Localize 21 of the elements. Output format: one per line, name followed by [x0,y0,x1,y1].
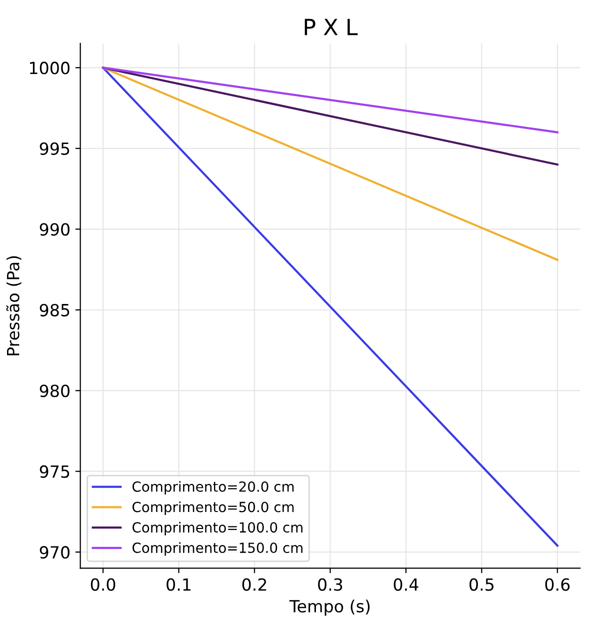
x-axis-title: Tempo (s) [289,600,370,616]
y-axis-title: Pressão (Pa) [6,256,22,356]
y-tick-label: 995 [40,142,70,155]
legend-label: Comprimento=50.0 cm [132,502,294,515]
y-tick-label: 1000 [30,62,70,74]
x-tick-label: 0.6 [545,578,570,591]
y-tick-label: 990 [40,223,70,236]
x-tick-label: 0.4 [394,578,418,591]
legend-label: Comprimento=100.0 cm [132,522,302,536]
x-tick-label: 0.2 [242,578,266,591]
x-tick-label: 0.1 [166,578,190,591]
y-tick-label: 985 [40,304,70,316]
x-tick-label: 0.5 [470,578,494,591]
chart-title: P X L [304,18,358,36]
y-tick-label: 975 [40,465,70,478]
legend-label: Comprimento=20.0 cm [132,481,294,495]
x-tick-label: 0.0 [90,578,116,591]
y-tick-label: 970 [40,546,70,559]
x-tick-label: 0.3 [318,578,342,591]
legend-label: Comprimento=150.0 cm [132,542,302,556]
y-tick-label: 980 [40,384,70,398]
